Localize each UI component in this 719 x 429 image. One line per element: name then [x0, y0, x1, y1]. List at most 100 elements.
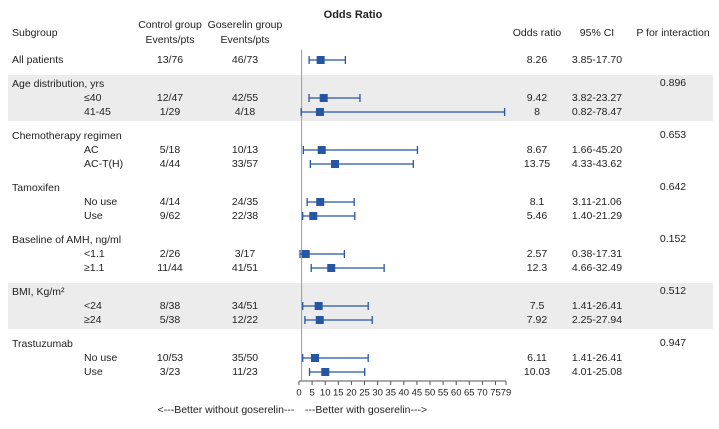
- goserelin-events: 11/23: [232, 366, 258, 378]
- control-events: 1/29: [160, 106, 181, 118]
- ci-label: 1.41-26.41: [572, 300, 622, 312]
- odds-ratio: 12.3: [527, 262, 548, 274]
- footer-label: ---Better with goserelin--->: [305, 404, 427, 416]
- goserelin-events: 10/13: [232, 144, 258, 156]
- subgroup-label: No use: [84, 196, 117, 208]
- odds-ratio: 8.1: [530, 196, 545, 208]
- subgroup-label: <24: [84, 300, 102, 312]
- x-tick-label: 20: [346, 388, 357, 399]
- col-header: Events/pts: [220, 34, 269, 46]
- footer-label: <---Better without goserelin---: [158, 404, 295, 416]
- col-header: Goserelin group: [208, 19, 283, 31]
- odds-ratio: 8: [534, 106, 540, 118]
- ci-label: 4.33-43.62: [572, 158, 622, 170]
- x-tick-label: 30: [372, 388, 383, 399]
- goserelin-events: 22/38: [232, 210, 258, 222]
- control-events: 10/53: [157, 352, 183, 364]
- subgroup-label: 41-45: [84, 106, 111, 118]
- ci-label: 1.66-45.20: [572, 144, 622, 156]
- goserelin-events: 24/35: [232, 196, 258, 208]
- odds-ratio: 6.11: [527, 352, 547, 364]
- group-label: Baseline of AMH, ng/ml: [12, 234, 121, 246]
- goserelin-events: 33/57: [232, 158, 258, 170]
- col-header: P for interaction: [636, 27, 710, 39]
- control-events: 5/38: [160, 314, 181, 326]
- ci-label: 4.01-25.08: [572, 366, 622, 378]
- ci-label: 3.82-23.27: [572, 92, 622, 104]
- x-tick-label: 60: [451, 388, 462, 399]
- odds-ratio: 8.67: [527, 144, 548, 156]
- odds-ratio: 9.42: [527, 92, 548, 104]
- or-marker: [317, 146, 326, 154]
- or-marker: [315, 108, 324, 116]
- x-tick-label: 45: [412, 388, 423, 399]
- group-label: Age distribution, yrs: [12, 78, 104, 90]
- control-events: 4/14: [160, 196, 181, 208]
- control-events: 4/44: [160, 158, 181, 170]
- control-events: 5/18: [160, 144, 181, 156]
- p-value: 0.152: [660, 233, 686, 245]
- subgroup-label: ≤40: [84, 92, 102, 104]
- group-label: Trastuzumab: [12, 338, 73, 350]
- odds-ratio: 7.92: [527, 314, 548, 326]
- goserelin-events: 3/17: [235, 248, 256, 260]
- col-header: 95% CI: [580, 27, 614, 39]
- subgroup-label: AC: [84, 144, 99, 156]
- x-tick-label: 5: [309, 388, 314, 399]
- subgroup-label: No use: [84, 352, 117, 364]
- p-value: 0.642: [660, 181, 686, 193]
- subgroup-label: <1.1: [84, 248, 105, 260]
- or-marker: [316, 198, 325, 206]
- goserelin-events: 41/51: [232, 262, 258, 274]
- ci-label: 0.38-17.31: [572, 248, 622, 260]
- odds-ratio: 13.75: [524, 158, 550, 170]
- odds-ratio: 7.5: [530, 300, 545, 312]
- or-marker: [314, 302, 323, 310]
- ci-label: 2.25-27.94: [572, 314, 622, 326]
- control-events: 13/76: [157, 54, 183, 66]
- x-tick-label: 35: [385, 388, 396, 399]
- p-value: 0.896: [660, 77, 686, 89]
- col-header: Events/pts: [145, 34, 194, 46]
- col-header: Control group: [138, 19, 202, 31]
- ci-label: 1.41-26.41: [572, 352, 622, 364]
- or-marker: [327, 264, 336, 272]
- x-tick-label: 55: [438, 388, 449, 399]
- or-marker: [309, 212, 318, 220]
- or-marker: [319, 94, 328, 102]
- group-label: BMI, Kg/m²: [12, 286, 65, 298]
- p-value: 0.512: [660, 285, 686, 297]
- x-tick-label: 50: [425, 388, 436, 399]
- goserelin-events: 35/50: [232, 352, 258, 364]
- col-header: Odds ratio: [513, 27, 562, 39]
- x-tick-label: 25: [359, 388, 370, 399]
- subgroup-label: ≥1.1: [84, 262, 105, 274]
- or-marker: [316, 56, 325, 64]
- or-marker: [301, 250, 310, 258]
- x-tick-label: 79: [501, 388, 512, 399]
- odds-ratio: 10.03: [524, 366, 550, 378]
- group-label: Chemotherapy regimen: [12, 130, 122, 142]
- subgroup-label: ≥24: [84, 314, 102, 326]
- x-tick-label: 70: [477, 388, 488, 399]
- group-label: All patients: [12, 54, 63, 66]
- ci-label: 1.40-21.29: [572, 210, 622, 222]
- chart-title: Odds Ratio: [324, 9, 383, 21]
- ci-label: 0.82-78.47: [572, 106, 622, 118]
- or-marker: [331, 160, 340, 168]
- odds-ratio: 8.26: [527, 54, 548, 66]
- x-tick-label: 40: [399, 388, 410, 399]
- subgroup-label: Use: [84, 210, 103, 222]
- goserelin-events: 34/51: [232, 300, 258, 312]
- control-events: 8/38: [160, 300, 181, 312]
- subgroup-label: Use: [84, 366, 103, 378]
- ci-label: 3.85-17.70: [572, 54, 622, 66]
- control-events: 2/26: [160, 248, 181, 260]
- ci-label: 4.66-32.49: [572, 262, 622, 274]
- x-tick-label: 10: [320, 388, 331, 399]
- goserelin-events: 46/73: [232, 54, 258, 66]
- control-events: 12/47: [157, 92, 183, 104]
- odds-ratio: 5.46: [527, 210, 548, 222]
- p-value: 0.653: [660, 129, 686, 141]
